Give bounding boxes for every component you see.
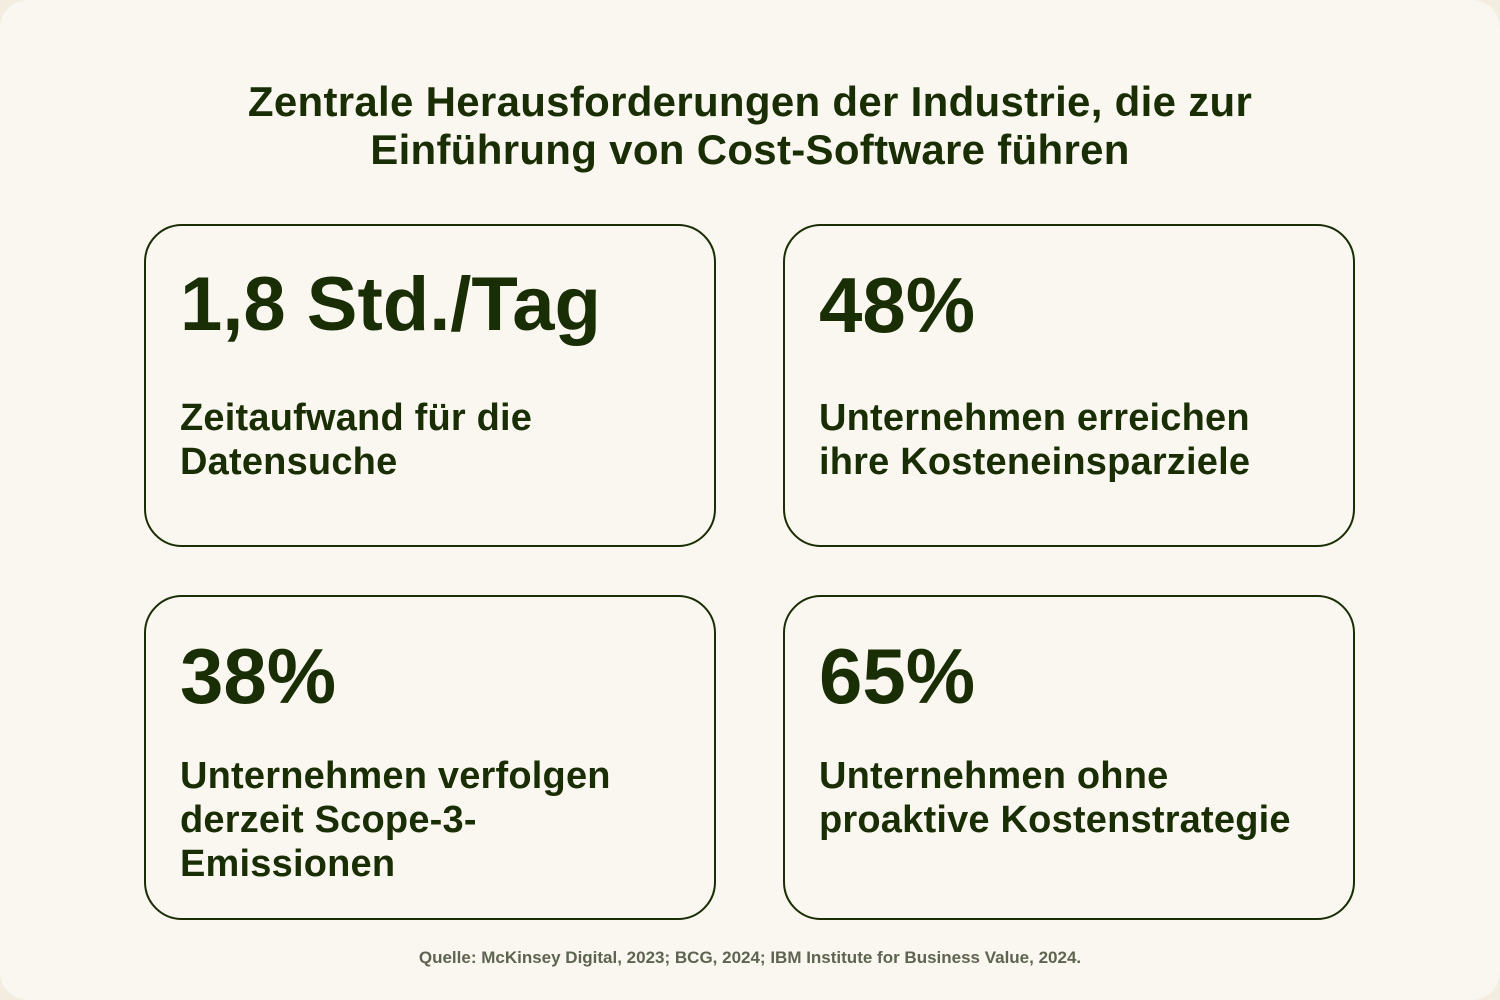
stat-value: 48%	[819, 261, 976, 349]
stat-description: Zeitaufwand für die Datensuche	[180, 397, 533, 483]
title-line-1: Zentrale Herausforderungen der Industrie…	[247, 78, 1253, 125]
title-line-2: Einführung von Cost-Software führen	[370, 126, 1130, 173]
stat-card-scope3-emissions: 38% Unternehmen verfolgen derzeit Scope-…	[144, 595, 716, 920]
stat-description: Unternehmen erreichen ihre Kosteneinspar…	[819, 397, 1251, 483]
stat-value: 65%	[819, 632, 976, 720]
stat-value: 38%	[180, 632, 337, 720]
stat-description: Unternehmen verfolgen derzeit Scope-3-Em…	[180, 755, 611, 885]
stat-card-data-search-time: 1,8 Std./Tag Zeitaufwand für die Datensu…	[144, 224, 716, 547]
source-citation: Quelle: McKinsey Digital, 2023; BCG, 202…	[418, 948, 1082, 967]
stat-card-cost-savings-goals: 48% Unternehmen erreichen ihre Kostenein…	[783, 224, 1355, 547]
stat-value: 1,8 Std./Tag	[180, 262, 601, 347]
stat-description: Unternehmen ohne proaktive Kostenstrateg…	[819, 755, 1291, 841]
stat-card-no-cost-strategy: 65% Unternehmen ohne proaktive Kostenstr…	[783, 595, 1355, 920]
page-title: Zentrale Herausforderungen der Industrie…	[100, 78, 1400, 174]
